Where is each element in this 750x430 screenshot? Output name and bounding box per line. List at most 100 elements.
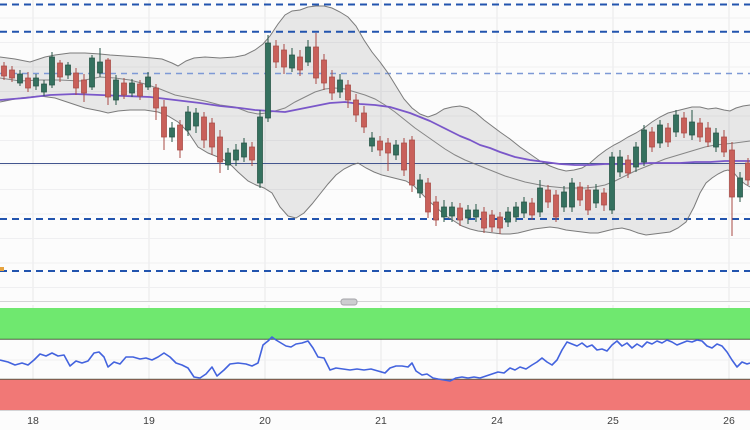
candle-body bbox=[57, 62, 63, 78]
candle-body bbox=[449, 206, 455, 217]
candle-body bbox=[641, 129, 647, 163]
candle-body bbox=[577, 186, 583, 201]
candle-body bbox=[201, 116, 207, 141]
candle-body bbox=[1, 65, 7, 77]
candle-body bbox=[289, 54, 295, 69]
candle-body bbox=[545, 189, 551, 203]
candle-body bbox=[89, 57, 95, 88]
candle-body bbox=[313, 46, 319, 79]
x-axis-tick-label: 25 bbox=[607, 415, 619, 427]
candle-body bbox=[497, 216, 503, 229]
candle-body bbox=[705, 127, 711, 143]
candle-body bbox=[105, 59, 111, 98]
candle-body bbox=[73, 72, 79, 89]
candle-body bbox=[385, 142, 391, 154]
panel-resize-handle[interactable] bbox=[340, 298, 358, 306]
candle-body bbox=[601, 192, 607, 206]
candle-body bbox=[697, 122, 703, 138]
candle-body bbox=[305, 46, 311, 63]
candle-body bbox=[737, 177, 743, 198]
candle-body bbox=[729, 149, 735, 198]
candle-body bbox=[409, 139, 415, 186]
candle-body bbox=[441, 206, 447, 218]
candle-body bbox=[281, 49, 287, 68]
candle-body bbox=[177, 124, 183, 151]
rsi-line bbox=[0, 336, 750, 382]
candle-body bbox=[665, 127, 671, 143]
x-axis-tick-label: 26 bbox=[723, 415, 735, 427]
candle-body bbox=[401, 142, 407, 171]
bollinger-band-fill bbox=[0, 6, 750, 235]
candle-body bbox=[169, 127, 175, 138]
candle-body bbox=[185, 111, 191, 131]
x-axis-labels: 18 19 20 21 24 25 26 bbox=[27, 415, 735, 427]
candle-body bbox=[161, 106, 167, 138]
candle-body bbox=[433, 201, 439, 221]
overbought-zone bbox=[0, 308, 750, 340]
candle-body bbox=[673, 114, 679, 133]
bollinger-basis-line bbox=[0, 76, 750, 189]
candle-body bbox=[17, 73, 23, 84]
x-axis-tick-label: 19 bbox=[143, 415, 155, 427]
candle-body bbox=[225, 152, 231, 166]
candle-body bbox=[513, 206, 519, 218]
candle-body bbox=[249, 146, 255, 161]
candle-body bbox=[137, 83, 143, 97]
candle-body bbox=[345, 84, 351, 101]
candle-body bbox=[649, 131, 655, 148]
candle-body bbox=[217, 136, 223, 163]
candle-body bbox=[745, 162, 750, 181]
candle-body bbox=[617, 156, 623, 173]
candle-body bbox=[417, 179, 423, 194]
candle-body bbox=[257, 116, 263, 184]
candle-body bbox=[569, 182, 575, 208]
candle-body bbox=[505, 211, 511, 223]
candle-body bbox=[33, 77, 39, 87]
candle-body bbox=[49, 56, 55, 86]
candle-body bbox=[121, 82, 127, 96]
candle-body bbox=[689, 121, 695, 136]
candle-body bbox=[297, 56, 303, 71]
candle-body bbox=[377, 140, 383, 151]
x-axis-tick-label: 20 bbox=[259, 415, 271, 427]
candle-body bbox=[241, 142, 247, 158]
candle-body bbox=[713, 132, 719, 148]
candle-body bbox=[625, 159, 631, 174]
price-marker bbox=[0, 267, 4, 271]
candles bbox=[1, 33, 750, 236]
candle-body bbox=[353, 99, 359, 116]
candle-body bbox=[473, 209, 479, 218]
candle-body bbox=[465, 209, 471, 219]
candle-body bbox=[273, 45, 279, 63]
candle-body bbox=[585, 189, 591, 211]
candle-body bbox=[561, 191, 567, 208]
candle-body bbox=[537, 187, 543, 213]
candle-body bbox=[65, 64, 71, 76]
candle-body bbox=[553, 194, 559, 218]
candle-body bbox=[209, 122, 215, 148]
candle-body bbox=[9, 69, 15, 79]
candle-body bbox=[97, 61, 103, 74]
candle-body bbox=[633, 146, 639, 168]
oversold-zone bbox=[0, 379, 750, 410]
candle-body bbox=[265, 42, 271, 119]
candle-body bbox=[425, 182, 431, 213]
x-axis-tick-label: 18 bbox=[27, 415, 39, 427]
candle-body bbox=[489, 214, 495, 228]
candle-body bbox=[457, 207, 463, 221]
candle-body bbox=[129, 82, 135, 94]
candle-body bbox=[25, 77, 31, 89]
x-axis-tick-label: 24 bbox=[491, 415, 503, 427]
candle-body bbox=[81, 79, 87, 94]
candle-body bbox=[153, 87, 159, 109]
candle-body bbox=[481, 211, 487, 229]
candle-body bbox=[369, 137, 375, 147]
bollinger-upper-line bbox=[0, 5, 750, 172]
candle-body bbox=[593, 189, 599, 204]
candle-body bbox=[145, 76, 151, 88]
candle-body bbox=[113, 79, 119, 101]
x-axis-tick-label: 21 bbox=[375, 415, 387, 427]
candle-body bbox=[337, 79, 343, 93]
